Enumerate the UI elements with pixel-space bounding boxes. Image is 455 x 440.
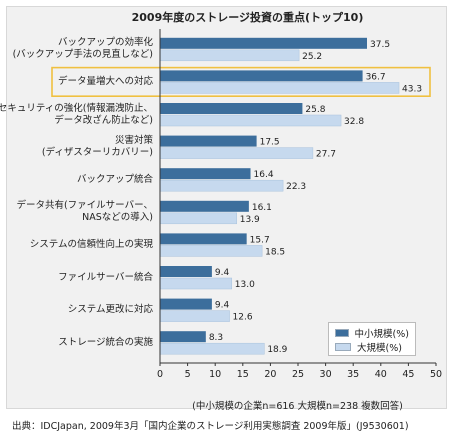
value-label-small-mid-9: 8.3 <box>209 333 223 343</box>
value-label-large-6: 18.5 <box>265 247 285 257</box>
bar-small-mid-5 <box>160 200 249 212</box>
value-label-large-8: 12.6 <box>233 313 253 323</box>
category-label-7: ファイルサーバー統合 <box>58 272 153 284</box>
value-label-large-7: 13.0 <box>235 280 255 290</box>
bar-small-mid-4 <box>160 168 251 180</box>
value-label-small-mid-6: 15.7 <box>250 235 270 245</box>
x-tick-label-50: 50 <box>430 369 442 380</box>
category-label-line: データ量増大への対応 <box>57 75 153 87</box>
x-tick-label-10: 10 <box>209 369 221 380</box>
source-credit: 出典：IDCJapan, 2009年3月「国内企業のストレージ利用実態調査 20… <box>12 421 409 432</box>
value-label-large-0: 25.2 <box>302 52 322 62</box>
bar-large-3 <box>159 147 314 159</box>
value-label-small-mid-5: 16.1 <box>252 203 272 213</box>
value-label-small-mid-7: 9.4 <box>215 268 230 278</box>
bar-small-mid-0 <box>160 37 367 49</box>
category-label-4: バックアップ統合 <box>77 174 153 186</box>
value-label-small-mid-4: 16.4 <box>254 170 274 180</box>
x-tick-label-30: 30 <box>320 369 332 380</box>
value-label-small-mid-2: 25.8 <box>305 105 325 115</box>
bar-small-mid-1 <box>160 70 363 82</box>
value-label-large-2: 32.8 <box>344 117 364 127</box>
value-label-large-5: 13.9 <box>240 215 260 225</box>
legend-label-small-mid: 中小規模(%) <box>354 329 409 340</box>
bar-large-0 <box>159 49 300 62</box>
category-label-line: ストレージ統合の実施 <box>58 336 153 348</box>
x-tick-label-5: 5 <box>185 369 191 380</box>
category-label-line: NASなどの導入) <box>82 212 153 224</box>
category-label-1: データ量増大への対応 <box>58 76 153 88</box>
chart-title: 2009年度のストレージ投資の重点(トップ10) <box>131 11 364 24</box>
legend-item-small-mid: 中小規模(%) <box>335 326 409 340</box>
category-label-line: バックアップの効率化 <box>57 37 153 49</box>
category-label-line: システム更改に対応 <box>67 304 153 316</box>
category-label-line: (バックアップ手法の見直しなど) <box>12 49 153 61</box>
category-label-line: システムの信頼性向上の実現 <box>29 238 153 250</box>
legend-item-large: 大規模(%) <box>335 340 409 354</box>
bar-small-mid-8 <box>160 298 212 310</box>
category-label-5: データ共有(ファイルサーバー、 NASなどの導入) <box>16 200 153 224</box>
category-label-2: セキュリティの強化(情報漏洩防止、 データ改ざん防止など) <box>0 103 153 127</box>
bar-large-5 <box>159 212 237 225</box>
bar-large-9 <box>159 342 265 355</box>
category-label-line: 災害対策 <box>114 135 153 147</box>
value-label-large-3: 27.7 <box>316 150 336 160</box>
value-label-large-9: 18.9 <box>267 345 287 355</box>
bar-large-2 <box>159 114 342 127</box>
category-label-9: ストレージ統合の実施 <box>58 337 153 349</box>
bar-large-7 <box>159 277 233 290</box>
value-label-large-4: 22.3 <box>286 182 306 192</box>
value-label-small-mid-8: 9.4 <box>215 301 230 311</box>
bar-small-mid-2 <box>160 103 303 114</box>
bar-small-mid-6 <box>160 233 247 245</box>
category-label-6: システムの信頼性向上の実現 <box>30 239 153 251</box>
bar-small-mid-7 <box>160 266 212 277</box>
x-tick-label-0: 0 <box>157 369 163 380</box>
legend-label-large: 大規模(%) <box>357 343 402 354</box>
x-tick-label-20: 20 <box>264 369 276 380</box>
category-label-line: セキュリティの強化(情報漏洩防止、 <box>0 102 153 114</box>
category-label-line: バックアップ統合 <box>76 173 153 185</box>
highlight-frame <box>51 66 431 97</box>
bar-small-mid-3 <box>160 135 257 147</box>
bar-large-1 <box>159 82 400 94</box>
bar-small-mid-9 <box>160 331 206 343</box>
category-label-3: 災害対策 (ディザスターリカバリー) <box>42 135 153 159</box>
category-label-0: バックアップの効率化 (バックアップ手法の見直しなど) <box>13 37 153 61</box>
bar-large-6 <box>159 245 263 257</box>
value-label-small-mid-1: 36.7 <box>366 72 386 82</box>
x-tick-label-45: 45 <box>402 369 414 380</box>
value-label-large-1: 43.3 <box>402 84 422 94</box>
category-label-line: データ改ざん防止など) <box>54 114 153 126</box>
bar-large-8 <box>159 310 230 322</box>
legend: 中小規模(%) 大規模(%) <box>328 322 416 356</box>
x-tick-label-15: 15 <box>237 369 249 380</box>
value-label-small-mid-3: 17.5 <box>260 138 280 148</box>
legend-swatch-small-mid <box>335 329 349 337</box>
category-label-line: データ共有(ファイルサーバー、 <box>16 200 153 212</box>
sample-size-note: (中小規模の企業n=616 大規模n=238 複数回答) <box>192 401 403 412</box>
category-label-8: システム更改に対応 <box>68 304 153 316</box>
category-label-line: ファイルサーバー統合 <box>58 271 153 283</box>
x-tick-label-35: 35 <box>347 369 359 380</box>
bar-large-4 <box>159 179 284 192</box>
x-tick-label-25: 25 <box>292 369 304 380</box>
value-label-small-mid-0: 37.5 <box>370 40 390 50</box>
x-tick-label-40: 40 <box>375 369 387 380</box>
legend-swatch-large <box>335 343 351 351</box>
category-label-line: (ディザスターリカバリー) <box>41 147 153 159</box>
